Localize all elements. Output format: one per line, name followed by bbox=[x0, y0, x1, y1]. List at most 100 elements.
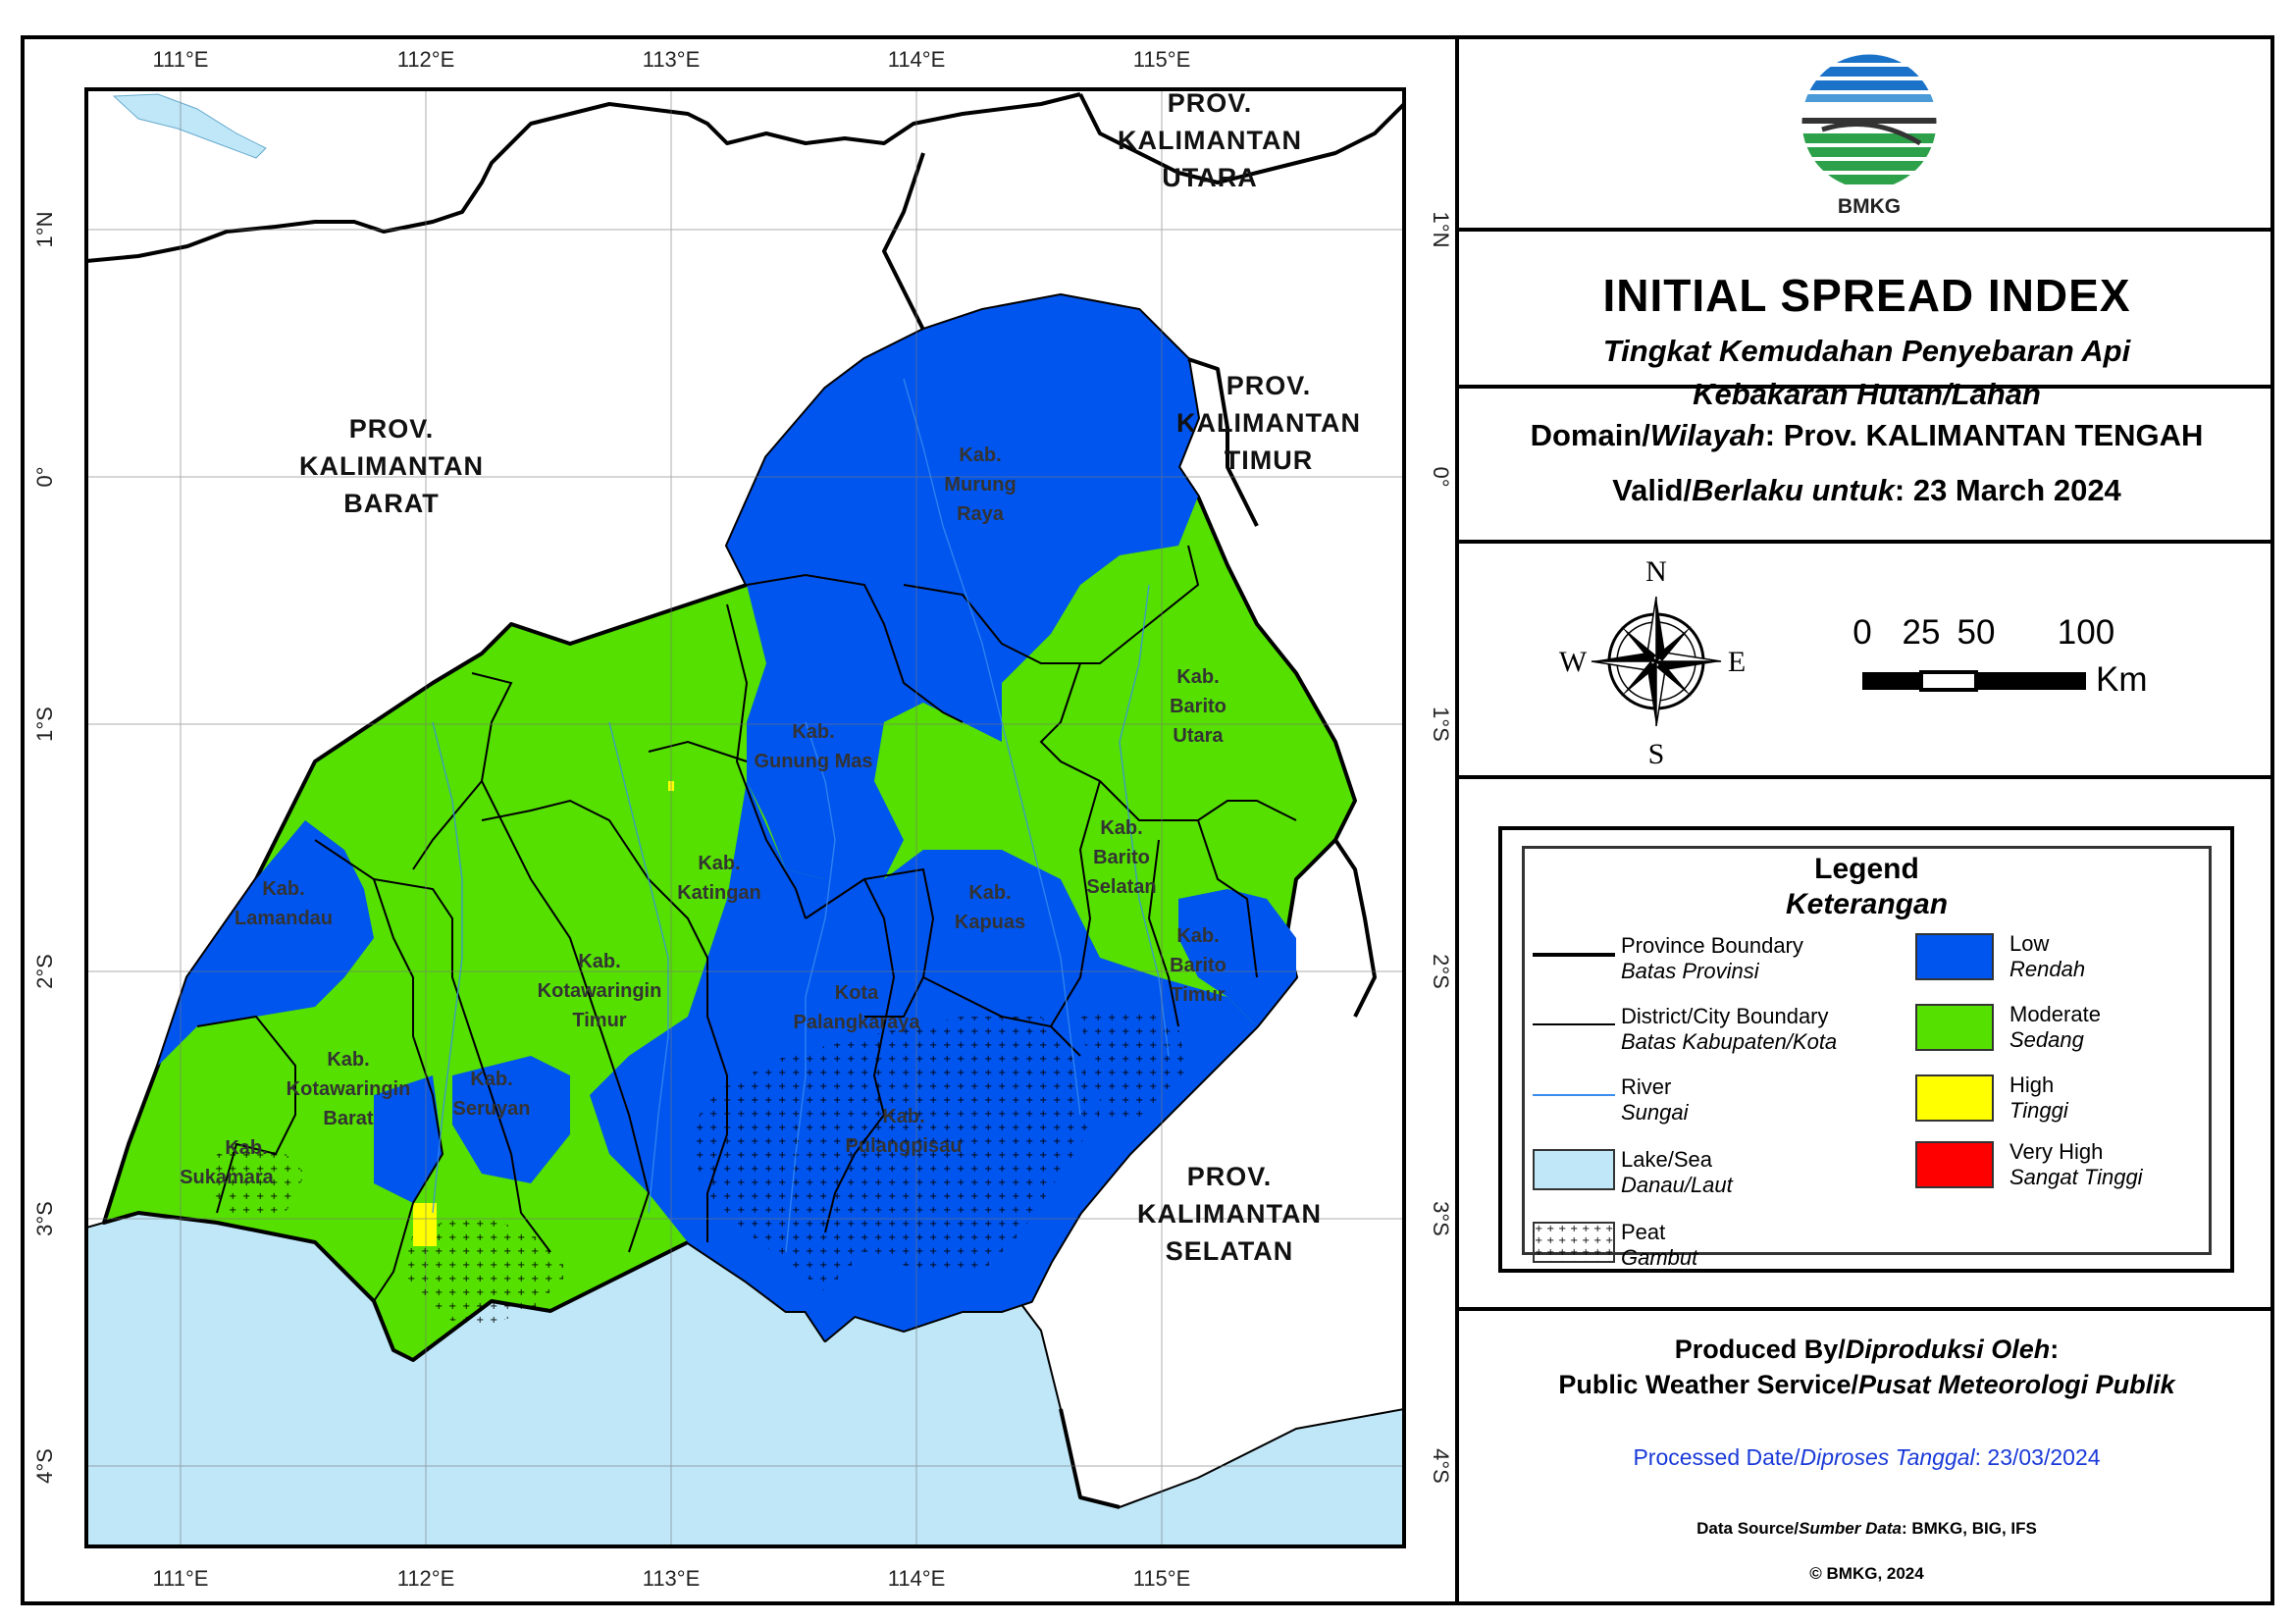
svg-text:Kab.: Kab. bbox=[1176, 666, 1219, 688]
svg-text:Kab.: Kab. bbox=[698, 853, 740, 874]
province-label-kalsel: PROV. KALIMANTAN SELATAN bbox=[1137, 1162, 1321, 1266]
logo-text: BMKG bbox=[1838, 195, 1901, 218]
svg-text:Kab.: Kab. bbox=[1100, 817, 1142, 839]
svg-text:Kab.: Kab. bbox=[882, 1106, 924, 1127]
compass-w: W bbox=[1559, 646, 1588, 678]
data-source: Data Source/Sumber Data: BMKG, BIG, IFS bbox=[1696, 1519, 2037, 1538]
svg-text:Barat: Barat bbox=[323, 1108, 373, 1129]
svg-text:Kota: Kota bbox=[835, 982, 879, 1004]
svg-text:KALIMANTAN: KALIMANTAN bbox=[1176, 408, 1361, 438]
regency-label-barito-timur: Kab. Barito Timur bbox=[1170, 925, 1226, 1006]
svg-text:Barito: Barito bbox=[1170, 696, 1226, 717]
svg-text:Palangkaraya: Palangkaraya bbox=[794, 1012, 921, 1033]
low-zone-east bbox=[1178, 889, 1296, 1026]
regency-label-kotim: Kab. Kotawaringin Timur bbox=[538, 951, 662, 1031]
lon-label-bottom: 113°E bbox=[643, 1566, 701, 1591]
map-panel: + bbox=[21, 35, 1459, 1605]
lon-label-top: 114°E bbox=[888, 47, 946, 72]
compass-scale-section: N S E W 0 25 50 100 Km bbox=[1459, 544, 2274, 779]
svg-text:Selatan: Selatan bbox=[1086, 876, 1156, 898]
produced-by: Produced By/Diproduksi Oleh: bbox=[1674, 1335, 2060, 1364]
lat-label-left: 1°N bbox=[32, 212, 57, 248]
regency-label-lamandau: Kab. Lamandau bbox=[235, 878, 333, 929]
legend-section: Legend Keterangan Province Boundary Batas… bbox=[1459, 779, 2274, 1311]
regency-label-palangkaraya: Kota Palangkaraya bbox=[794, 982, 921, 1033]
svg-text:Kab.: Kab. bbox=[327, 1049, 369, 1071]
regency-label-barito-selatan: Kab. Barito Selatan bbox=[1086, 817, 1156, 898]
graticule bbox=[86, 89, 1404, 1546]
legend-item-district-boundary: District/City Boundary Batas Kabupaten/Ko… bbox=[1621, 1004, 1838, 1054]
svg-text:Lamandau: Lamandau bbox=[235, 908, 333, 929]
processed-date: Processed Date/Diproses Tanggal: 23/03/2… bbox=[1633, 1444, 2101, 1470]
legend-item-peat: Peat Gambut bbox=[1621, 1220, 1698, 1270]
domain-section: Domain/Wilayah: Prov. KALIMANTAN TENGAH … bbox=[1459, 389, 2274, 544]
scale-label: 50 bbox=[1957, 613, 1996, 652]
legend-province-boundary-symbol bbox=[1533, 953, 1615, 957]
map-frame bbox=[21, 35, 2274, 1605]
legend-river-symbol bbox=[1533, 1094, 1615, 1096]
scale-label: 100 bbox=[2058, 613, 2114, 652]
svg-text:Utara: Utara bbox=[1173, 725, 1224, 747]
svg-text:Timur: Timur bbox=[1171, 984, 1225, 1006]
lat-label-right: 1°N bbox=[1429, 212, 1453, 248]
svg-text:Murung: Murung bbox=[944, 474, 1016, 496]
lat-label-right: 2°S bbox=[1429, 954, 1453, 989]
low-zone-west bbox=[158, 820, 374, 1066]
svg-text:PROV.: PROV. bbox=[1226, 371, 1312, 400]
scale-unit: Km bbox=[2096, 660, 2148, 699]
svg-text:PROV.: PROV. bbox=[349, 414, 435, 444]
svg-text:Kab.: Kab. bbox=[1176, 925, 1219, 947]
regency-label-kapuas: Kab. Kapuas bbox=[955, 882, 1025, 933]
svg-text:Kab.: Kab. bbox=[792, 721, 834, 743]
svg-text:SELATAN: SELATAN bbox=[1166, 1236, 1294, 1266]
legend-district-boundary-symbol bbox=[1533, 1023, 1615, 1025]
lon-label-top: 111°E bbox=[153, 47, 209, 72]
svg-text:TIMUR: TIMUR bbox=[1225, 445, 1313, 475]
svg-text:PROV.: PROV. bbox=[1187, 1162, 1273, 1191]
svg-text:Kab.: Kab. bbox=[262, 878, 304, 900]
low-zone-kotim bbox=[452, 1056, 570, 1183]
province-boundaries bbox=[86, 92, 1404, 1509]
regency-label-murung-raya: Kab. Murung Raya bbox=[944, 445, 1016, 525]
legend-lake-swatch bbox=[1533, 1149, 1615, 1190]
svg-text:UTARA: UTARA bbox=[1162, 163, 1257, 192]
regency-label-barito-utara: Kab. Barito Utara bbox=[1170, 666, 1226, 747]
legend-moderate-swatch bbox=[1915, 1004, 1994, 1051]
title-section: INITIAL SPREAD INDEX Tingkat Kemudahan P… bbox=[1459, 232, 2274, 411]
lon-label-top: 115°E bbox=[1133, 47, 1191, 72]
legend-high-swatch bbox=[1915, 1074, 1994, 1122]
svg-text:Kab.: Kab. bbox=[225, 1137, 267, 1159]
peat-area-west bbox=[212, 1144, 305, 1218]
svg-text:Gunung Mas: Gunung Mas bbox=[754, 751, 872, 772]
province-label-kaltara: PROV. KALIMANTAN UTARA bbox=[1118, 88, 1302, 192]
regency-label-seruyan: Kab. Seruyan bbox=[453, 1069, 531, 1120]
district-boundaries bbox=[196, 545, 1297, 1302]
svg-text:Barito: Barito bbox=[1093, 847, 1150, 868]
map-subtitle-line1: Tingkat Kemudahan Penyebaran Api bbox=[1602, 334, 2131, 368]
svg-text:KALIMANTAN: KALIMANTAN bbox=[1118, 126, 1302, 155]
province-label-kaltim: PROV. KALIMANTAN TIMUR bbox=[1176, 371, 1361, 475]
regency-label-pulang-pisau: Kab. Pulangpisau bbox=[846, 1106, 963, 1157]
svg-text:Kab.: Kab. bbox=[578, 951, 620, 972]
map-canvas: + bbox=[32, 47, 1453, 1591]
svg-text:Seruyan: Seruyan bbox=[453, 1098, 531, 1120]
legend-item-lake-sea: Lake/Sea Danau/Laut bbox=[1621, 1147, 1733, 1197]
lat-label-left: 1°S bbox=[32, 707, 57, 742]
low-zone-north bbox=[727, 295, 1198, 879]
domain-line: Domain/Wilayah: Prov. KALIMANTAN TENGAH bbox=[1530, 418, 2204, 452]
lake bbox=[112, 93, 267, 159]
map-subtitle-line2: Kebakaran Hutan/Lahan bbox=[1693, 377, 2041, 411]
svg-text:Kab.: Kab. bbox=[968, 882, 1011, 904]
peat-area-center bbox=[688, 1017, 1100, 1291]
lat-label-right: 0° bbox=[1429, 466, 1453, 487]
lon-label-top: 112°E bbox=[397, 47, 455, 72]
svg-text:Pulangpisau: Pulangpisau bbox=[846, 1135, 963, 1157]
svg-text:PROV.: PROV. bbox=[1168, 88, 1253, 118]
regency-label-katingan: Kab. Katingan bbox=[677, 853, 761, 904]
legend-title: Legend bbox=[1814, 853, 1919, 885]
info-panel: BMKG INITIAL SPREAD INDEX Tingkat Kemuda… bbox=[1459, 35, 2274, 1605]
lat-label-right: 4°S bbox=[1429, 1448, 1453, 1484]
map-neatline bbox=[84, 87, 1406, 1548]
svg-text:BARAT: BARAT bbox=[343, 489, 439, 518]
legend: Legend Keterangan Province Boundary Batas… bbox=[1522, 846, 2212, 1270]
